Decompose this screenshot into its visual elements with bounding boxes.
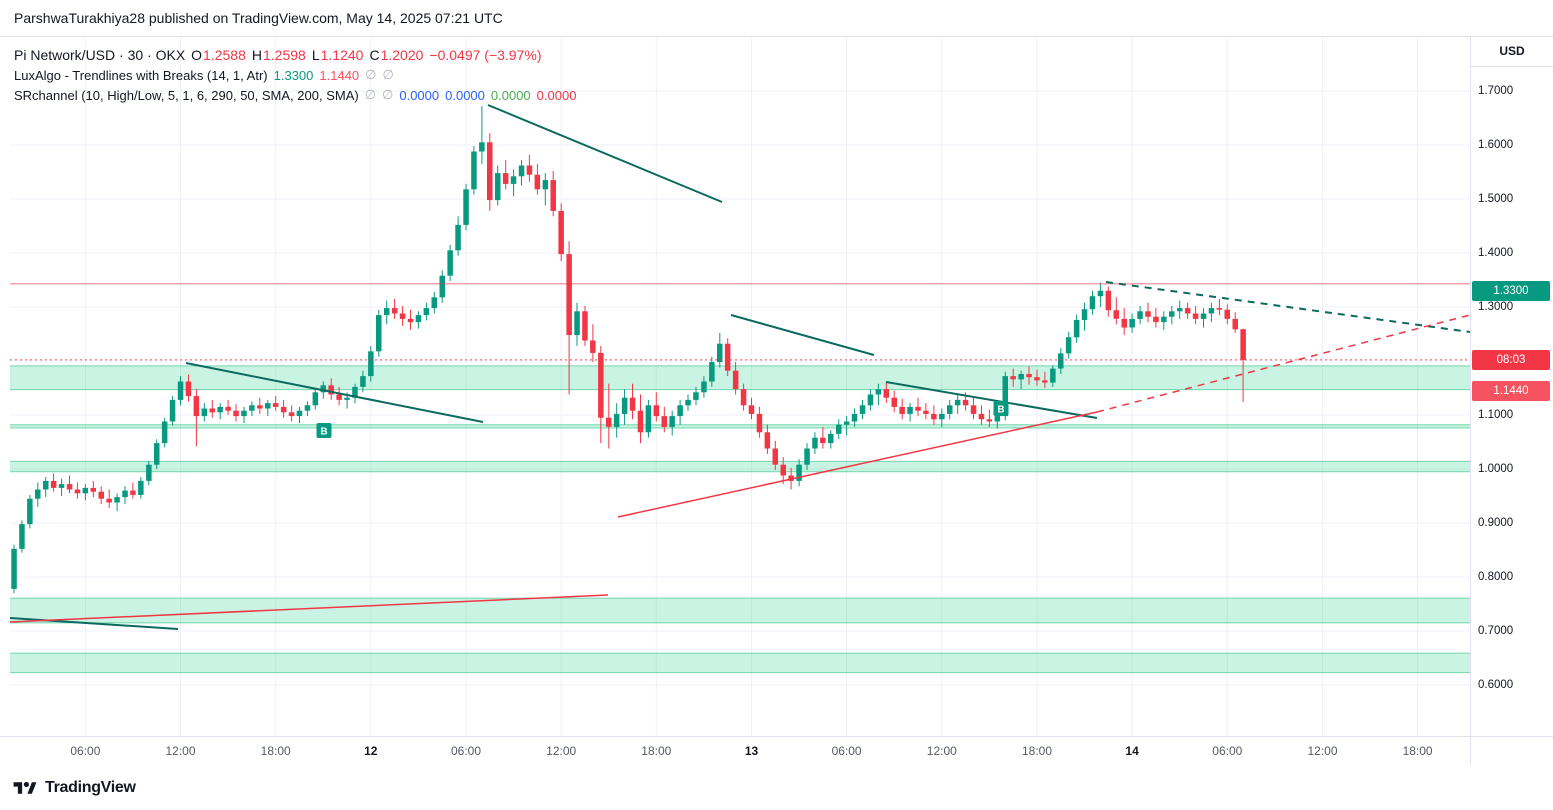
legend-segment: ∅	[382, 67, 394, 82]
legend-segment: C	[369, 47, 380, 63]
currency-button[interactable]: USD	[1471, 37, 1553, 67]
legend-segment: 0.0000	[536, 87, 577, 103]
trendline	[9, 594, 609, 623]
time-label: 18:00	[1021, 744, 1053, 758]
trendline	[1096, 314, 1470, 413]
legend-srchannel-row[interactable]: SRchannel (10, High/Low, 5, 1, 6, 290, 5…	[14, 85, 582, 105]
time-label: 06:00	[450, 744, 482, 758]
time-label: 18:00	[641, 744, 672, 758]
legend-segment: Pi Network/USD · 30 · OKX	[14, 47, 186, 63]
svg-text:B: B	[997, 405, 1004, 416]
break-marker: B	[316, 423, 332, 438]
price-tick: 0.6000	[1478, 679, 1514, 691]
legend-segment: O	[191, 47, 203, 63]
price-tick: 1.4000	[1478, 247, 1514, 259]
time-label: 12:00	[926, 744, 957, 758]
time-label: 12	[364, 744, 378, 758]
legend-segment: H	[251, 47, 262, 63]
trendline	[885, 381, 1098, 419]
legend-segment: ∅	[382, 87, 394, 102]
legend-segment: L	[311, 47, 320, 63]
price-axis-badge: 08:03	[1472, 349, 1550, 370]
price-axis-badge: 1.1440	[1472, 381, 1550, 402]
time-label: 06:00	[1212, 744, 1243, 758]
legend: Pi Network/USD · 30 · OKX O 1.2588 H 1.2598 L…	[14, 45, 582, 105]
candles	[11, 106, 1246, 594]
price-tick: 1.7000	[1478, 85, 1514, 97]
time-label: 18:00	[260, 744, 291, 758]
price-axis-scale[interactable]: 1.7000 1.6000 1.5000 1.4000 1.3000 1.1000 1.00…	[1471, 37, 1553, 766]
time-label: 18:00	[1402, 744, 1433, 758]
legend-segment: 0.0000	[399, 87, 440, 103]
time-label: 06:00	[70, 744, 101, 758]
tradingview-logo-icon	[13, 781, 37, 794]
legend-luxalgo-row[interactable]: LuxAlgo - Trendlines with Breaks (14, 1,…	[14, 65, 582, 85]
time-label: 13	[744, 744, 759, 758]
publish-text: ParshwaTurakhiya28 published on TradingV…	[14, 10, 503, 26]
legend-segment: 1.1240	[320, 47, 364, 63]
tradingview-logo[interactable]: TradingView	[12, 778, 136, 798]
time-label: 06:00	[831, 744, 862, 758]
legend-segment: ∅	[365, 67, 377, 82]
price-chart-svg[interactable]: BB	[0, 37, 1470, 736]
trendline	[617, 411, 1098, 518]
legend-segment: ∅	[364, 87, 377, 102]
price-tick: 1.6000	[1478, 139, 1514, 151]
legend-segment: 1.3300	[273, 67, 314, 83]
time-label: 12:00	[546, 744, 577, 758]
trendline	[730, 314, 875, 356]
legend-symbol-row[interactable]: Pi Network/USD · 30 · OKX O 1.2588 H 1.2598 L…	[14, 45, 582, 65]
legend-segment: LuxAlgo - Trendlines with Breaks (14, 1,…	[14, 67, 268, 83]
legend-segment: 0.0000	[490, 87, 531, 103]
price-axis-badge: 1.3300	[1472, 280, 1550, 301]
price-tick: 1.1000	[1478, 409, 1514, 421]
time-label: 12:00	[1307, 744, 1338, 758]
price-tick: 0.8000	[1478, 571, 1514, 583]
legend-segment: 1.2598	[263, 47, 306, 63]
axis-corner	[1470, 736, 1553, 766]
svg-text:B: B	[320, 427, 327, 438]
legend-segment: 1.2020	[380, 47, 424, 63]
break-marker: B	[993, 401, 1009, 416]
price-tick: 1.0000	[1478, 463, 1514, 475]
trendline	[185, 362, 484, 423]
time-axis[interactable]: 06:00 12:00 18:00 12 06:00 12:00 18:00 13 06:00 1…	[0, 736, 1470, 766]
price-tick: 0.9000	[1478, 517, 1514, 529]
price-axis[interactable]: USD 1.7000 1.6000 1.5000 1.4000 1.3000 1.1000…	[1470, 37, 1553, 766]
trendline	[487, 104, 723, 203]
time-label: 14	[1125, 744, 1139, 758]
tradingview-logo-text: TradingView	[45, 778, 136, 796]
legend-segment: SRchannel (10, High/Low, 5, 1, 6, 290, 5…	[14, 87, 359, 103]
price-tick: 1.3000	[1478, 301, 1514, 313]
legend-segment: −0.0497 (−3.97%)	[429, 47, 542, 63]
price-tick: 0.7000	[1478, 625, 1514, 637]
trendline	[9, 617, 179, 630]
footer: TradingView	[0, 765, 1553, 810]
time-label: 12:00	[165, 744, 196, 758]
legend-segment: 1.1440	[319, 67, 360, 83]
price-tick: 1.5000	[1478, 193, 1514, 205]
publish-bar: ParshwaTurakhiya28 published on TradingV…	[0, 0, 1553, 36]
trendline	[1105, 281, 1470, 333]
legend-segment: 0.0000	[445, 87, 485, 103]
legend-segment: 1.2588	[203, 47, 246, 63]
